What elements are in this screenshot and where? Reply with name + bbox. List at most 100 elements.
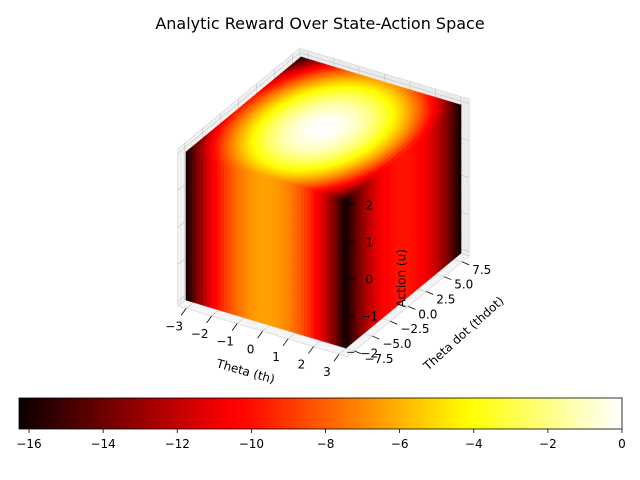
surface-cell [206, 176, 211, 197]
tick-mark [231, 323, 238, 331]
surface-cell [189, 208, 194, 229]
surface-cell [262, 211, 267, 232]
surface-cell [321, 321, 326, 343]
surface-cell [317, 320, 322, 342]
surface-cell [448, 112, 452, 135]
surface-cell [241, 205, 246, 226]
surface-cell [317, 191, 322, 212]
surface-cell [408, 201, 412, 224]
surface-cell [223, 274, 229, 295]
surface-cell [286, 181, 291, 203]
surface-cell [370, 213, 374, 236]
surface-cell [223, 255, 229, 276]
grid-line [177, 52, 300, 154]
surface-cell [350, 322, 354, 345]
surface-cell [390, 178, 394, 201]
surface-cell [423, 244, 427, 267]
surface-cell [385, 182, 389, 205]
surface-cell [196, 247, 201, 268]
surface-cell [443, 246, 447, 269]
surface-cell [453, 182, 457, 205]
surface-cell [258, 173, 263, 194]
surface-cell [433, 180, 437, 203]
surface-cell [265, 194, 270, 215]
surface-cell [286, 200, 291, 221]
surface-cell [321, 284, 326, 306]
surface-cell [415, 231, 419, 254]
surface-cell [355, 318, 359, 341]
surface-cell [248, 207, 253, 228]
surface-cell [276, 234, 281, 255]
surface-cell [358, 279, 362, 302]
surface-cell [248, 225, 253, 247]
surface-cell [255, 227, 260, 249]
surface-cell [378, 299, 382, 322]
surface-cell [335, 196, 340, 217]
surface-cell [413, 197, 417, 219]
surface-cell [400, 188, 404, 211]
surface-cell [418, 211, 422, 234]
surface-cell [410, 199, 414, 221]
surface-cell [293, 239, 298, 260]
surface-cell [192, 153, 197, 175]
surface-cell [230, 276, 235, 297]
surface-cell [314, 245, 319, 267]
surface-cell [450, 184, 454, 207]
surface-cell [360, 221, 364, 244]
surface-cell [227, 293, 232, 314]
surface-cell [244, 280, 249, 301]
x-tick-label: 2 [298, 358, 306, 372]
surface-cell [303, 205, 309, 226]
surface-cell [310, 189, 316, 210]
surface-cell [279, 235, 284, 256]
tick-mark [308, 346, 314, 354]
surface-cell [353, 246, 357, 269]
surface-cell [324, 230, 329, 251]
surface-cell [350, 285, 354, 308]
z-tick-label: 1 [366, 235, 374, 249]
x-tick-label: −1 [216, 335, 234, 349]
surface-cell [383, 166, 387, 189]
surface-cell [210, 269, 215, 291]
surface-cell [223, 200, 229, 221]
surface-cell [317, 302, 322, 323]
surface-cell [353, 265, 357, 287]
tick-mark [180, 308, 187, 316]
x-tick-label: 0 [247, 342, 255, 356]
surface-cell [375, 191, 379, 213]
surface-cell [342, 328, 347, 349]
grid-line [184, 299, 355, 352]
surface-cell [458, 122, 462, 145]
surface-cell [360, 277, 364, 300]
surface-cell [408, 275, 412, 298]
surface-cell [258, 266, 263, 287]
surface-cell [380, 260, 384, 283]
x-tick-label: 3 [323, 365, 331, 379]
surface-cell [265, 268, 270, 289]
colorbar-tick-label: −2 [539, 437, 557, 451]
surface-cell [418, 266, 422, 289]
tick-mark [257, 331, 263, 339]
surface-cell [328, 212, 333, 234]
surface-cell [307, 317, 312, 338]
surface-cell [380, 279, 384, 302]
surface-cell [269, 176, 274, 197]
surface-cell [440, 248, 444, 271]
surface-cell [328, 323, 333, 345]
surface-cell [234, 258, 239, 280]
surface-cell [290, 201, 295, 222]
surface-cell [262, 304, 267, 325]
surface-cell [255, 209, 260, 230]
surface-cell [455, 143, 459, 166]
surface-cell [328, 305, 333, 326]
surface-cell [355, 226, 359, 248]
surface-cell [237, 185, 242, 207]
surface-cell [390, 215, 394, 238]
surface-cell [296, 277, 302, 298]
y-tick-labels: −7.5 −5.0 −2.5 0.0 2.5 5.0 7.5 [364, 263, 491, 366]
surface-cell [398, 190, 402, 213]
surface-cell [373, 211, 377, 234]
surface-cell [415, 194, 419, 217]
surface-cell [450, 147, 454, 170]
surface-cell [420, 172, 424, 195]
